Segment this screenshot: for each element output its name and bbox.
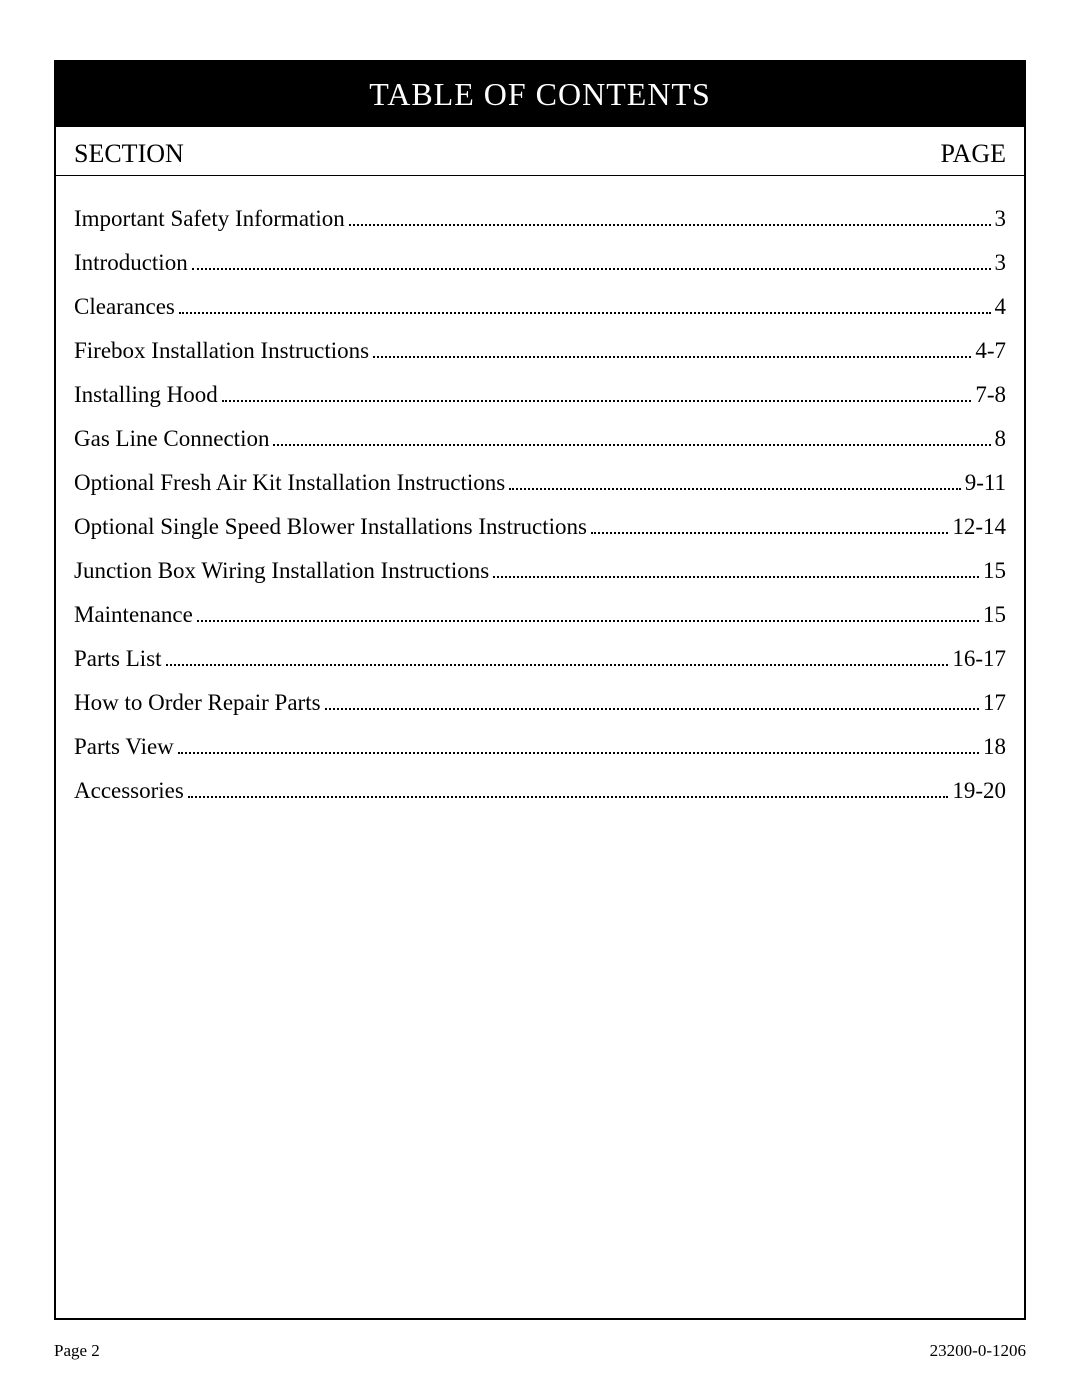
toc-entry-page: 17: [983, 690, 1006, 716]
toc-entry-label: Optional Fresh Air Kit Installation Inst…: [74, 470, 505, 496]
toc-leader: [349, 224, 991, 226]
toc-leader: [188, 796, 948, 798]
toc-entry-page: 15: [983, 558, 1006, 584]
page-title: TABLE OF CONTENTS: [56, 62, 1024, 127]
toc-entry-label: Junction Box Wiring Installation Instruc…: [74, 558, 489, 584]
toc-row: Junction Box Wiring Installation Instruc…: [74, 558, 1006, 584]
toc-entry-page: 7-8: [975, 382, 1006, 408]
section-header-label: SECTION: [74, 139, 184, 169]
toc-row: Installing Hood 7-8: [74, 382, 1006, 408]
toc-entry-page: 3: [995, 250, 1007, 276]
toc-entry-label: Parts View: [74, 734, 174, 760]
toc-leader: [192, 268, 991, 270]
toc-leader: [591, 532, 948, 534]
toc-entry-label: Optional Single Speed Blower Installatio…: [74, 514, 587, 540]
toc-row: Accessories 19-20: [74, 778, 1006, 804]
toc-body: Important Safety Information3Introductio…: [56, 176, 1024, 822]
toc-leader: [273, 444, 990, 446]
toc-entry-page: 4: [995, 294, 1007, 320]
toc-leader: [197, 620, 979, 622]
page-header-label: PAGE: [940, 139, 1006, 169]
toc-entry-label: Maintenance: [74, 602, 193, 628]
toc-entry-label: Accessories: [74, 778, 184, 804]
toc-entry-label: How to Order Repair Parts: [74, 690, 321, 716]
toc-entry-page: 19-20: [952, 778, 1006, 804]
toc-row: Clearances 4: [74, 294, 1006, 320]
toc-row: Optional Single Speed Blower Installatio…: [74, 514, 1006, 540]
toc-leader: [373, 356, 971, 358]
toc-entry-label: Introduction: [74, 250, 188, 276]
toc-entry-label: Parts List: [74, 646, 162, 672]
toc-entry-label: Firebox Installation Instructions: [74, 338, 369, 364]
toc-entry-page: 9-11: [965, 470, 1006, 496]
toc-entry-label: Clearances: [74, 294, 175, 320]
toc-leader: [166, 664, 949, 666]
toc-leader: [178, 752, 979, 754]
footer-doc-number: 23200-0-1206: [930, 1341, 1026, 1361]
toc-row: Important Safety Information 3: [74, 206, 1006, 232]
toc-leader: [509, 488, 960, 490]
toc-entry-page: 18: [983, 734, 1006, 760]
toc-entry-page: 16-17: [952, 646, 1006, 672]
page-footer: Page 2 23200-0-1206: [54, 1341, 1026, 1361]
toc-row: How to Order Repair Parts 17: [74, 690, 1006, 716]
toc-row: Maintenance 15: [74, 602, 1006, 628]
toc-leader: [493, 576, 979, 578]
footer-page-number: Page 2: [54, 1341, 100, 1361]
toc-leader: [325, 708, 979, 710]
toc-entry-page: 3: [995, 206, 1007, 232]
toc-leader: [222, 400, 972, 402]
toc-entry-label: Gas Line Connection: [74, 426, 269, 452]
toc-entry-page: 8: [995, 426, 1007, 452]
toc-row: Introduction 3: [74, 250, 1006, 276]
toc-row: Firebox Installation Instructions 4-7: [74, 338, 1006, 364]
toc-entry-label: Important Safety Information: [74, 206, 345, 232]
toc-entry-page: 12-14: [952, 514, 1006, 540]
toc-row: Optional Fresh Air Kit Installation Inst…: [74, 470, 1006, 496]
toc-entry-label: Installing Hood: [74, 382, 218, 408]
toc-row: Parts View 18: [74, 734, 1006, 760]
page-frame: TABLE OF CONTENTS SECTION PAGE Important…: [54, 60, 1026, 1320]
toc-header-row: SECTION PAGE: [56, 127, 1024, 176]
toc-entry-page: 4-7: [975, 338, 1006, 364]
toc-row: Gas Line Connection 8: [74, 426, 1006, 452]
toc-entry-page: 15: [983, 602, 1006, 628]
toc-row: Parts List 16-17: [74, 646, 1006, 672]
toc-leader: [179, 312, 991, 314]
